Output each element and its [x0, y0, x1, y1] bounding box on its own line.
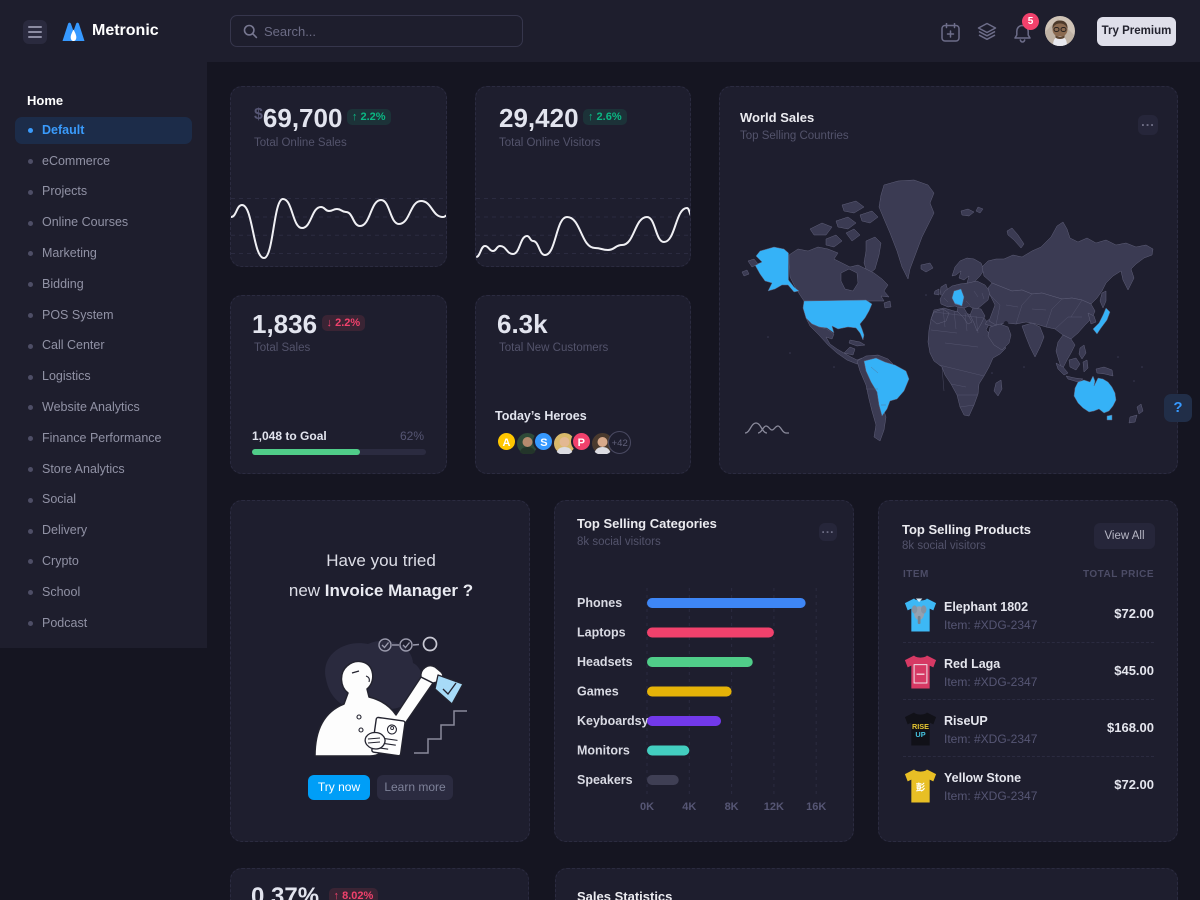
- svg-text:彭: 彭: [916, 782, 926, 793]
- svg-text:Monitors: Monitors: [577, 744, 630, 758]
- svg-text:0K: 0K: [640, 801, 654, 813]
- svg-text:Keyboardsy: Keyboardsy: [577, 714, 649, 728]
- svg-text:RISE: RISE: [912, 722, 929, 731]
- svg-text:一: 一: [916, 671, 925, 680]
- svg-text:4K: 4K: [682, 801, 696, 813]
- svg-text:Games: Games: [577, 685, 619, 699]
- svg-text:UP: UP: [915, 730, 925, 739]
- svg-text:8K: 8K: [725, 801, 739, 813]
- svg-text:Headsets: Headsets: [577, 655, 633, 669]
- svg-text:12K: 12K: [764, 801, 784, 813]
- svg-text:Laptops: Laptops: [577, 626, 626, 640]
- svg-text:16K: 16K: [806, 801, 826, 813]
- svg-text:Phones: Phones: [577, 596, 622, 610]
- svg-text:Speakers: Speakers: [577, 773, 633, 787]
